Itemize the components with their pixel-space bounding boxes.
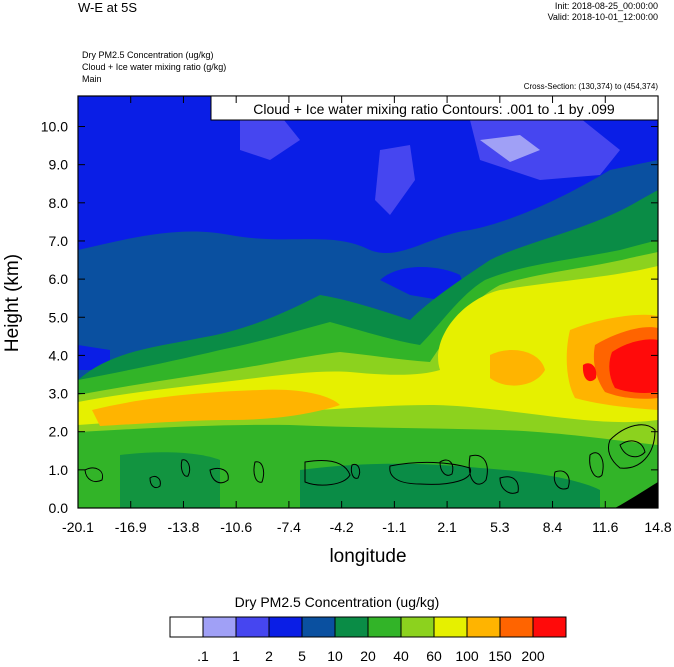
x-tick-label: -13.8 [167, 519, 199, 535]
x-tick-label: -4.2 [330, 519, 354, 535]
colorbar-swatch [301, 616, 336, 638]
y-axis-label: Height (km) [2, 254, 23, 352]
contour-label: Cloud + Ice water mixing ratio Contours:… [253, 101, 615, 117]
y-tick-label: 10.0 [41, 119, 68, 135]
colorbar-level-label: 10 [327, 648, 343, 664]
colorbar-level-label: 40 [393, 648, 409, 664]
colorbar-swatch [202, 616, 237, 638]
colorbar-level-label: 5 [298, 648, 306, 664]
y-tick-label: 3.0 [49, 386, 69, 402]
y-tick-label: 6.0 [49, 271, 69, 287]
colorbar-swatch [400, 616, 435, 638]
chart-title: W-E at 5S [78, 0, 138, 15]
x-tick-label: 14.8 [644, 519, 671, 535]
cloud-contours [84, 424, 656, 494]
colorbar-swatch [466, 616, 501, 638]
colorbar-level-label: 60 [426, 648, 442, 664]
colorbar-swatch [235, 616, 270, 638]
colorbar-title: Dry PM2.5 Concentration (ug/kg) [234, 594, 440, 610]
colorbar-swatch [499, 616, 534, 638]
colorbar-level-label: 100 [455, 648, 479, 664]
colorbar-level-label: .1 [197, 648, 209, 664]
colorbar-level-label: 2 [265, 648, 273, 664]
valid-time: Valid: 2018-10-01_12:00:00 [547, 12, 658, 22]
colorbar-level-label: 150 [488, 648, 512, 664]
colorbar-swatch [169, 616, 204, 638]
colorbar-swatch [334, 616, 369, 638]
x-tick-label: -7.4 [277, 519, 301, 535]
colorbar-swatch [433, 616, 468, 638]
subtitle-cloud: Cloud + Ice water mixing ratio (g/kg) [82, 62, 227, 72]
cross-section-label: Cross-Section: (130,374) to (454,374) [523, 82, 658, 91]
y-axis: 0.0 1.0 2.0 3.0 4.0 5.0 6.0 7.0 8.0 9.0 10.0 [41, 119, 658, 516]
contour-label-box [210, 95, 659, 121]
colorbar-swatch [367, 616, 402, 638]
x-tick-label: -1.1 [382, 519, 406, 535]
y-tick-label: 8.0 [49, 195, 69, 211]
x-tick-label: 8.4 [543, 519, 563, 535]
x-tick-label: 2.1 [437, 519, 457, 535]
x-tick-label: -16.9 [115, 519, 147, 535]
y-tick-label: 5.0 [49, 309, 69, 325]
y-tick-label: 1.0 [49, 462, 69, 478]
colorbar-swatch [532, 616, 567, 638]
x-tick-label: -10.6 [220, 519, 252, 535]
x-axis: -20.1 -16.9 -13.8 -10.6 -7.4 -4.2 -1.1 2.1 5.3 8.… [62, 96, 672, 535]
y-tick-label: 4.0 [49, 347, 69, 363]
init-time: Init: 2018-08-25_00:00:00 [554, 1, 658, 11]
subtitle-domain: Main [82, 74, 102, 84]
colorbar-level-label: 20 [360, 648, 376, 664]
x-tick-label: 11.6 [592, 519, 618, 535]
y-tick-label: 7.0 [49, 233, 69, 249]
subtitle-pm25: Dry PM2.5 Concentration (ug/kg) [82, 50, 214, 60]
colorbar: .1 1 2 5 10 20 40 60 100 150 200 [169, 616, 567, 664]
pm25-field [78, 96, 658, 508]
colorbar-level-label: 1 [232, 648, 240, 664]
x-tick-label: -20.1 [62, 519, 94, 535]
colorbar-swatch [268, 616, 303, 638]
y-tick-label: 0.0 [49, 500, 69, 516]
y-tick-label: 9.0 [49, 157, 69, 173]
colorbar-level-label: 200 [521, 648, 545, 664]
x-axis-label: longitude [329, 546, 406, 567]
x-tick-label: 5.3 [490, 519, 510, 535]
y-tick-label: 2.0 [49, 424, 69, 440]
